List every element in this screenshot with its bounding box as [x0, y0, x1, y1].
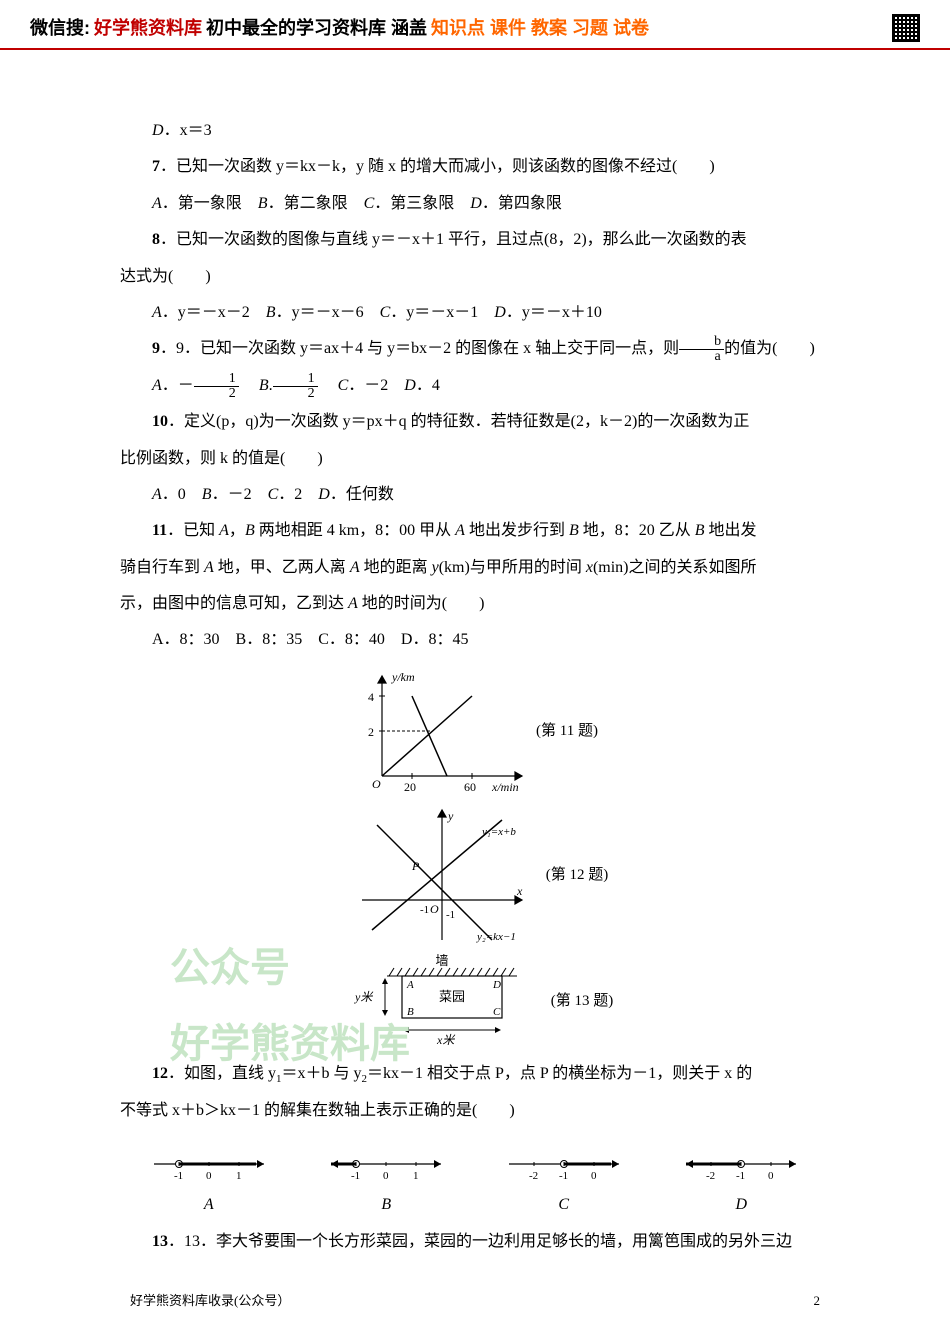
q8-stem-2: 达式为( ) [120, 262, 830, 292]
svg-text:O: O [430, 902, 439, 916]
q9b-den: 2 [273, 387, 318, 401]
svg-text:0: 0 [383, 1170, 389, 1182]
header-part-2: 初中最全的学习资料库 涵盖 [206, 11, 427, 45]
svg-text:0: 0 [768, 1170, 774, 1182]
fig13-D: D [492, 979, 501, 991]
svg-text:-1: -1 [736, 1170, 745, 1182]
svg-text:-2: -2 [529, 1170, 538, 1182]
fig12-line2-label: y₂=kx−1 [476, 931, 516, 943]
fig12-svg: y x O y₁=x+b y₂=kx−1 P -1 -1 [342, 800, 542, 950]
q9a-num: 1 [194, 372, 239, 387]
watermark-line1: 公众号 [170, 930, 410, 1006]
svg-text:4: 4 [368, 690, 374, 704]
svg-text:O: O [372, 777, 381, 791]
svg-text:x: x [516, 884, 523, 898]
fig12-label: (第 12 题) [546, 861, 609, 890]
svg-text:1: 1 [236, 1170, 242, 1182]
svg-text:1: 1 [413, 1170, 419, 1182]
q10-stem-2: 比例函数，则 k 的值是( ) [120, 444, 830, 474]
q7-stem: 7．7．已知一次函数 y＝kx－k，y 随 x 的增大而减小，则该函数的图像不经… [120, 152, 830, 182]
fig12-line1-label: y₁=x+b [481, 826, 516, 838]
svg-text:60: 60 [464, 780, 476, 794]
fig13-label: (第 13 题) [551, 987, 614, 1016]
q12-opt-A: -1 0 1 A [144, 1146, 274, 1220]
q8-options: A．y＝－x－2 B．y＝－x－6 C．y＝－x－1 D．y＝－x＋10 [120, 298, 830, 328]
q11-stem-3: 示，由图中的信息可知，乙到达 A 地的时间为( ) [120, 589, 830, 619]
header-part-0: 微信搜: [30, 11, 90, 45]
footer-right: 2 [814, 1289, 821, 1314]
fig11: y/km x/min 2 4 20 60 O [120, 666, 830, 796]
prev-q-option-d: D．x＝3 [120, 116, 830, 146]
fig13-wall-label: 墙 [435, 954, 448, 968]
fig13-C: C [493, 1006, 501, 1018]
footer-left: 好学熊资料库收录(公众号） [130, 1289, 290, 1314]
q7-options: A．第一象限 B．第二象限 C．第三象限 D．第四象限 [120, 189, 830, 219]
fig13-x-label: x米 [436, 1033, 456, 1047]
header-part-1: 好学熊资料库 [94, 11, 202, 45]
q9b-num: 1 [273, 372, 318, 387]
watermark: 公众号 好学熊资料库 [170, 930, 410, 1082]
q13-stem: 13．13．李大爷要围一个长方形菜园，菜园的一边利用足够长的墙，用篱笆围成的另外… [120, 1227, 830, 1257]
fig12: y x O y₁=x+b y₂=kx−1 P -1 -1 (第 12 题) [120, 800, 830, 950]
q9-stem-pre: 9．已知一次函数 y＝ax＋4 与 y＝bx－2 的图像在 x 轴上交于同一点，… [176, 340, 679, 357]
page-header: 微信搜: 好学熊资料库 初中最全的学习资料库 涵盖 知识点 课件 教案 习题 试… [0, 0, 950, 50]
svg-text:20: 20 [404, 780, 416, 794]
q9-options: A．－12 B.12 C．－2 D．4 [120, 371, 830, 401]
q12-stem-2: 不等式 x＋b＞kx－1 的解集在数轴上表示正确的是( ) [120, 1096, 830, 1126]
svg-text:-2: -2 [706, 1170, 715, 1182]
q10-options: A．0 B．－2 C．2 D．任何数 [120, 480, 830, 510]
q11-options: A．8：30 B．8：35 C．8：40 D．8：45 [120, 625, 830, 655]
svg-text:0: 0 [206, 1170, 212, 1182]
q9-stem: 9．9．已知一次函数 y＝ax＋4 与 y＝bx－2 的图像在 x 轴上交于同一… [120, 334, 830, 364]
q10-stem: 10．定义(p，q)为一次函数 y＝px＋q 的特征数．若特征数是(2，k－2)… [120, 407, 830, 437]
fig11-svg: y/km x/min 2 4 20 60 O [352, 666, 532, 796]
svg-text:2: 2 [368, 725, 374, 739]
q9-stem-post: 的值为( ) [724, 340, 815, 357]
svg-text:y: y [447, 809, 454, 823]
q9-frac-den: a [679, 350, 724, 364]
q12-opt-D: -2 -1 0 D [676, 1146, 806, 1220]
q12-options-row: -1 0 1 A -1 0 1 B [120, 1146, 830, 1220]
header-part-3: 知识点 课件 教案 习题 试卷 [431, 11, 649, 45]
qr-icon [892, 14, 920, 42]
q9a-den: 2 [194, 387, 239, 401]
watermark-line2: 好学熊资料库 [170, 1006, 410, 1082]
fig11-ylabel: y/km [391, 670, 415, 684]
svg-text:-1: -1 [351, 1170, 360, 1182]
svg-text:0: 0 [591, 1170, 597, 1182]
q13-stem-text: 13．李大爷要围一个长方形菜园，菜园的一边利用足够长的墙，用篱笆围成的另外三边 [184, 1233, 792, 1250]
fig11-xlabel: x/min [491, 780, 519, 794]
fig12-p-label: P [411, 859, 420, 873]
svg-text:-1: -1 [559, 1170, 568, 1182]
q8-stem: 8．已知一次函数的图像与直线 y＝－x＋1 平行，且过点(8，2)，那么此一次函… [120, 225, 830, 255]
content-area: D．x＝3 7．7．已知一次函数 y＝kx－k，y 随 x 的增大而减小，则该函… [0, 50, 950, 1303]
q9-frac-num: b [679, 335, 724, 350]
page-footer: 好学熊资料库收录(公众号） 2 [130, 1289, 820, 1314]
fig11-label: (第 11 题) [536, 717, 598, 746]
q12-opt-B: -1 0 1 B [321, 1146, 451, 1220]
fig13-inside-label: 菜园 [439, 989, 465, 1004]
q11-stem-2: 骑自行车到 A 地，甲、乙两人离 A 地的距离 y(km)与甲所用的时间 x(m… [120, 553, 830, 583]
q12-opt-C: -2 -1 0 C [499, 1146, 629, 1220]
svg-text:-1: -1 [420, 904, 429, 916]
q11-stem: 11．已知 A，B 两地相距 4 km，8：00 甲从 A 地出发步行到 B 地… [120, 516, 830, 546]
svg-text:-1: -1 [174, 1170, 183, 1182]
svg-text:-1: -1 [446, 909, 455, 921]
